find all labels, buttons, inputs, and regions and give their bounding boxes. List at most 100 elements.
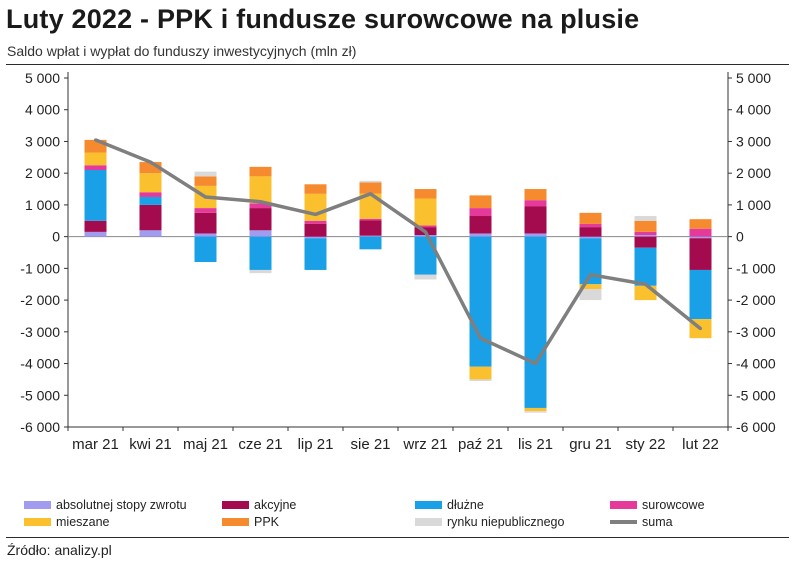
sum-point xyxy=(369,192,372,196)
x-tick-label: sty 22 xyxy=(625,436,665,453)
legend-label: surowcowe xyxy=(642,498,705,512)
chart-subtitle: Saldo wpłat i wypłat do funduszy inwesty… xyxy=(7,43,357,59)
bar-segment xyxy=(84,170,107,221)
legend-swatch xyxy=(415,518,442,526)
bar-segment xyxy=(579,284,602,289)
bar-segment xyxy=(194,233,217,237)
bar-segment xyxy=(634,247,657,286)
y-tick-label-left: -2 000 xyxy=(20,292,60,308)
bar-segment xyxy=(689,238,712,270)
x-tick-label: cze 21 xyxy=(238,436,282,453)
bar-segment xyxy=(524,411,547,413)
title-divider xyxy=(6,64,789,65)
bar-segment xyxy=(359,193,382,219)
legend-label: rynku niepublicznego xyxy=(447,515,565,529)
x-tick-label: lip 21 xyxy=(298,436,334,453)
sum-line-path xyxy=(94,138,702,366)
bar-segment xyxy=(359,180,382,183)
x-tick-label: sie 21 xyxy=(350,436,390,453)
bar-segment xyxy=(359,182,382,194)
legend-swatch xyxy=(24,501,51,509)
stacked-bar-chart: 5 000 5 000 4 000 4 000 3 000 3 000 2 000 2 000… xyxy=(20,70,776,453)
x-tick-label: maj 21 xyxy=(183,436,228,453)
bar-segment xyxy=(634,285,657,301)
bar-segment xyxy=(139,173,162,193)
sum-point xyxy=(94,138,97,142)
y-tick-label-right: -2 000 xyxy=(736,292,776,308)
legend-item: mieszane xyxy=(24,515,110,529)
y-tick-label-left: -1 000 xyxy=(20,260,60,276)
legend-item: absolutnej stopy zwrotu xyxy=(24,498,187,512)
y-tick-label-left: -4 000 xyxy=(20,356,60,372)
legend-item: rynku niepublicznego xyxy=(415,515,564,529)
bar-segment xyxy=(304,236,327,239)
bar-segment xyxy=(249,208,272,231)
y-tick-label-left: -5 000 xyxy=(20,387,60,403)
bar-segment xyxy=(469,236,492,367)
bar-segment xyxy=(249,236,272,270)
legend-label: suma xyxy=(642,515,673,529)
legend-label: PPK xyxy=(254,515,280,529)
bar-segment xyxy=(689,219,712,229)
chart-title: Luty 2022 - PPK i fundusze surowcowe na … xyxy=(6,4,640,34)
sum-point xyxy=(204,195,207,199)
legend-item: dłużne xyxy=(415,498,484,512)
bar-segment xyxy=(139,192,162,197)
bar-segment xyxy=(359,218,382,221)
y-tick-label-right: -1 000 xyxy=(736,260,776,276)
bar-segment xyxy=(579,288,602,301)
bar-segment xyxy=(304,184,327,194)
bar-segment xyxy=(194,236,217,263)
bar-segment xyxy=(579,227,602,237)
sum-point xyxy=(589,273,592,277)
legend-item: suma xyxy=(610,515,673,529)
x-tick-label: kwi 21 xyxy=(129,436,172,453)
bar-segment xyxy=(414,225,437,228)
bar-segment xyxy=(249,166,272,177)
bar-segment xyxy=(634,220,657,232)
legend-label: mieszane xyxy=(56,515,110,529)
bar-segment xyxy=(579,236,602,239)
legend-item: surowcowe xyxy=(610,498,705,512)
sum-point xyxy=(424,230,427,234)
y-tick-label-right: -6 000 xyxy=(736,419,776,435)
bar-segment xyxy=(634,216,657,221)
bar-segment xyxy=(634,235,657,237)
legend-swatch xyxy=(610,501,637,509)
y-tick-label-left: -3 000 xyxy=(20,324,60,340)
legend-label: dłużne xyxy=(447,498,484,512)
source-note: Źródło: analizy.pl xyxy=(7,542,112,558)
bar-segment xyxy=(194,176,217,186)
bar-segment xyxy=(414,189,437,199)
y-tick-label-right: -4 000 xyxy=(736,356,776,372)
bar-segment xyxy=(249,269,272,274)
bar-segment xyxy=(469,216,492,234)
bar-segment xyxy=(194,208,217,213)
bar-segment xyxy=(689,228,712,237)
sum-point xyxy=(644,282,647,286)
bar-segment xyxy=(469,233,492,237)
y-tick-label-right: 5 000 xyxy=(736,70,771,86)
x-tick-label: lut 22 xyxy=(682,436,719,453)
x-tick-label: lis 21 xyxy=(518,436,553,453)
x-tick-label: gru 21 xyxy=(569,436,612,453)
x-tick-label: paź 21 xyxy=(458,436,503,453)
bar-segment xyxy=(359,235,382,237)
bar-segment xyxy=(524,233,547,237)
sum-line xyxy=(94,138,702,366)
bar-segment xyxy=(194,212,217,234)
bar-segment xyxy=(689,269,712,320)
bar-segment xyxy=(84,231,107,237)
bar-segment xyxy=(249,176,272,204)
bar-segment xyxy=(139,196,162,205)
y-tick-label-left: 1 000 xyxy=(25,197,60,213)
x-tick-label: mar 21 xyxy=(72,436,119,453)
bar-segment xyxy=(524,189,547,201)
legend-item: PPK xyxy=(222,515,279,529)
sum-point xyxy=(259,200,262,204)
bar-segment xyxy=(84,165,107,171)
bar-segment xyxy=(359,220,382,236)
bar-segment xyxy=(634,231,657,236)
bar-segment xyxy=(414,235,437,237)
legend-label: absolutnej stopy zwrotu xyxy=(56,498,187,512)
